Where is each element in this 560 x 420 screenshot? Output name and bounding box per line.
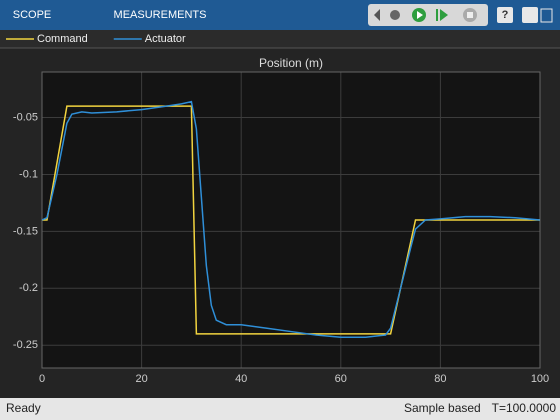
x-tick-label: 20 xyxy=(135,373,147,385)
y-tick-label: -0.1 xyxy=(19,168,38,180)
series-line xyxy=(41,100,541,339)
x-tick-label: 0 xyxy=(39,373,45,385)
help-glyph: ? xyxy=(502,9,509,21)
status-mode: Sample based xyxy=(404,401,481,415)
y-tick-label: -0.25 xyxy=(13,339,38,351)
legend-bar xyxy=(0,30,560,48)
status-bar xyxy=(0,398,560,420)
help-icon[interactable] xyxy=(497,7,513,23)
status-time: T=100.0000 xyxy=(492,401,557,415)
chart-title: Position (m) xyxy=(259,56,323,70)
tab[interactable]: MEASUREMENTS xyxy=(114,9,207,21)
tab[interactable]: SCOPE xyxy=(13,9,52,21)
step-bar xyxy=(436,9,438,21)
y-tick-label: -0.05 xyxy=(13,111,38,123)
status-state: Ready xyxy=(6,401,41,415)
x-tick-label: 40 xyxy=(235,373,247,385)
undock-icon[interactable] xyxy=(522,7,538,23)
y-tick-label: -0.15 xyxy=(13,225,38,237)
run-controls xyxy=(368,4,488,26)
legend-label: Actuator xyxy=(145,33,186,45)
x-tick-label: 60 xyxy=(335,373,347,385)
expand-icon[interactable] xyxy=(540,8,553,23)
back-icon[interactable] xyxy=(374,9,380,21)
step-forward-icon[interactable] xyxy=(440,9,448,21)
run-glyph xyxy=(417,11,423,19)
y-tick-label: -0.2 xyxy=(19,282,38,294)
legend-label: Command xyxy=(37,33,88,45)
toolbar-icons: ? xyxy=(368,4,553,26)
x-tick-label: 100 xyxy=(531,373,549,385)
x-tick-label: 80 xyxy=(434,373,446,385)
step-back-icon[interactable] xyxy=(390,10,400,20)
stop-glyph xyxy=(467,12,473,18)
